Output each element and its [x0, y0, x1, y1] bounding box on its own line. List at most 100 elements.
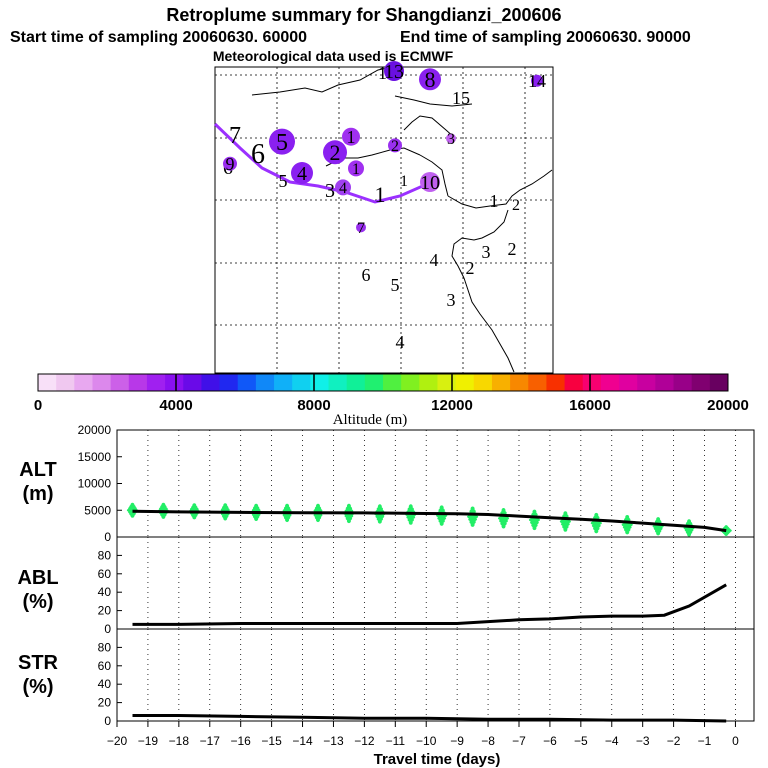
colorbar-swatch — [165, 374, 184, 391]
y-tick-label: 0 — [104, 714, 111, 728]
plume-day-label: 5 — [391, 275, 400, 295]
plume-cluster-circle — [335, 179, 351, 196]
colorbar-swatch — [56, 374, 75, 391]
colorbar-swatch — [546, 374, 566, 391]
colorbar-swatch — [528, 374, 547, 391]
plume-cluster-circle — [531, 74, 543, 87]
colorbar-swatch — [401, 374, 420, 391]
alt-point — [501, 508, 506, 513]
colorbar-tick-label: 16000 — [569, 397, 611, 414]
abl-ylabel-unit: (%) — [22, 591, 53, 613]
x-tick-label: −8 — [481, 734, 495, 748]
plume-cluster-circle — [446, 133, 456, 144]
plume-day-label: 1 — [400, 173, 408, 190]
plume-day-label: 4 — [297, 163, 307, 185]
colorbar-swatch — [691, 374, 711, 391]
plume-cluster-circle — [420, 172, 440, 192]
plume-day-label: 1 — [375, 182, 386, 207]
x-tick-label: −7 — [512, 734, 526, 748]
plume-centroid-track — [213, 122, 433, 204]
x-axis-label: Travel time (days) — [374, 751, 501, 768]
colorbar-swatch — [92, 374, 112, 391]
colorbar-swatch — [455, 374, 475, 391]
alt-point — [470, 506, 475, 511]
plume-cluster-circle — [384, 61, 404, 81]
alt-point — [594, 512, 599, 518]
y-tick-label: 0 — [104, 622, 111, 636]
x-tick-label: −13 — [323, 734, 344, 748]
alt-point — [192, 503, 197, 508]
plume-day-label: 2 — [508, 239, 517, 259]
x-tick-label: −11 — [386, 734, 406, 748]
met-data-label: Meteorological data used is ECMWF — [213, 48, 454, 64]
colorbar-frame — [37, 373, 729, 392]
alt-point — [315, 503, 320, 509]
alt-point — [408, 504, 413, 509]
plume-cluster-circle — [323, 140, 347, 165]
alt-point — [345, 506, 353, 511]
plume-day-label: 14 — [528, 71, 546, 91]
plume-cluster-circle — [388, 138, 402, 153]
alt-point — [439, 505, 444, 510]
map-plume-labels: 76965542112431101213815143711243226534 — [223, 61, 546, 352]
y-tick-label: 60 — [98, 567, 112, 581]
alt-point — [376, 506, 384, 512]
abl-ylabel-name: ABL — [17, 567, 58, 589]
colorbar-swatch — [564, 374, 584, 391]
plume-day-label: 4 — [339, 180, 347, 197]
abl-line — [132, 583, 727, 626]
x-axis-ticks: −20 −19 −18 −17 −16 −15 −14 −13 −12 −11 −10 −9 −8 −7−… — [107, 721, 739, 748]
str-ylabel-unit: (%) — [22, 676, 53, 698]
y-tick-label: 15000 — [78, 450, 112, 464]
str-ylabel-name: STR — [18, 652, 59, 674]
plume-cluster-circle — [419, 68, 441, 91]
map-frame — [214, 66, 554, 374]
plume-day-label: 9 — [226, 154, 235, 174]
figure-title: Retroplume summary for Shangdianzi_20060… — [166, 5, 561, 25]
colorbar-tick-label: 8000 — [297, 397, 330, 414]
plume-day-label: 2 — [512, 197, 520, 214]
colorbar-swatch — [201, 374, 221, 391]
abl-frame — [116, 536, 755, 630]
start-time-label: Start time of sampling 20060630. 60000 — [10, 29, 307, 46]
colorbar-label: Altitude (m) — [333, 412, 408, 428]
plume-day-label: 3 — [447, 131, 455, 148]
x-tick-label: −5 — [574, 734, 588, 748]
plume-day-label: 15 — [452, 88, 470, 108]
colorbar-swatch — [237, 374, 257, 391]
colorbar-swatch — [619, 374, 638, 391]
alt-panel: 0 5000 10000 15000 20000 ALT (m) — [19, 423, 755, 544]
plume-cluster-circle — [348, 160, 364, 177]
colorbar-swatch — [709, 374, 729, 391]
colorbar-swatch — [510, 374, 529, 391]
y-tick-label: 60 — [98, 659, 112, 673]
x-tick-label: −18 — [169, 734, 190, 748]
colorbar-swatch — [328, 374, 348, 391]
x-tick-label: −1 — [698, 734, 712, 748]
alt-point — [407, 506, 414, 512]
plume-day-label: 5 — [276, 130, 288, 156]
x-tick-label: −14 — [292, 734, 313, 748]
abl-panel: 0 20 40 60 80 ABL (%) — [17, 536, 755, 636]
y-tick-label: 10000 — [78, 477, 112, 491]
x-tick-label: −2 — [667, 734, 681, 748]
x-tick-label: −20 — [107, 734, 128, 748]
alt-point — [625, 515, 630, 520]
colorbar-swatch — [274, 374, 293, 391]
alt-point — [469, 509, 476, 514]
colorbar-swatch — [183, 374, 202, 391]
plume-day-label: 1 — [347, 127, 356, 147]
alt-point — [223, 503, 228, 508]
plume-cluster-circle — [356, 222, 366, 233]
colorbar-swatch — [346, 374, 366, 391]
alt-point — [130, 502, 135, 508]
colorbar-swatch — [473, 374, 493, 391]
map-panel: 76965542112431101213815143711243226534 — [213, 61, 554, 374]
alt-point — [161, 502, 166, 508]
plume-cluster-circle — [269, 128, 295, 155]
plume-day-label: 1 — [352, 161, 360, 178]
x-tick-label: −6 — [543, 734, 557, 748]
plume-day-label: 6 — [251, 139, 265, 170]
alt-point — [724, 525, 729, 530]
